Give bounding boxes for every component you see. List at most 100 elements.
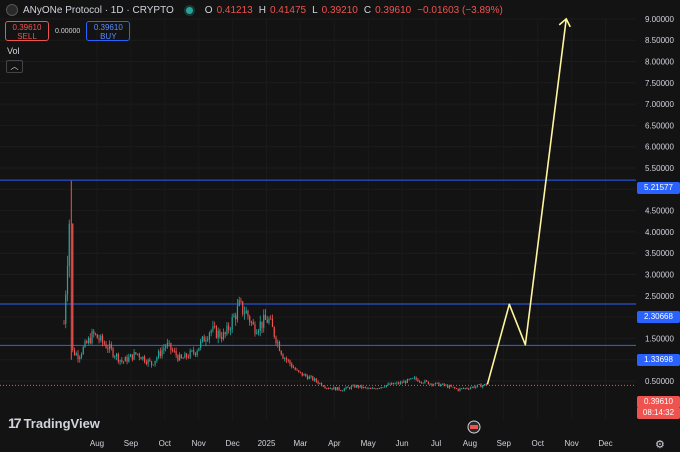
time-tick-label: Jun — [396, 439, 409, 448]
price-tick-label: 9.00000 — [645, 15, 674, 24]
price-candle — [420, 381, 423, 383]
price-candle — [100, 335, 102, 341]
time-tick-label: Sep — [497, 439, 512, 448]
price-candle — [226, 325, 228, 335]
price-candle — [364, 386, 366, 388]
price-candle — [354, 385, 356, 388]
symbol-title[interactable]: ANyONe Protocol · 1D · CRYPTO — [23, 4, 174, 16]
price-candle — [114, 356, 116, 358]
price-candle — [315, 378, 317, 382]
price-candle — [198, 347, 200, 352]
price-tick-label: 8.00000 — [645, 58, 674, 67]
price-candle — [448, 385, 451, 388]
price-candle — [355, 385, 358, 388]
price-candle — [117, 353, 119, 362]
volume-label[interactable]: Vol — [7, 46, 20, 56]
price-candle — [410, 378, 412, 380]
price-candle — [110, 344, 112, 349]
time-tick-label: Apr — [328, 439, 341, 448]
price-candle — [75, 353, 77, 356]
tradingview-logo[interactable]: 17 TradingView — [8, 415, 100, 431]
price-candle — [217, 330, 219, 338]
price-candle — [135, 352, 137, 355]
price-candle — [380, 386, 382, 389]
price-candle — [219, 330, 221, 337]
price-candle — [426, 380, 428, 382]
price-candle — [108, 344, 111, 350]
price-candle — [79, 357, 81, 359]
price-tick-label: 8.50000 — [645, 36, 674, 45]
price-candle — [68, 223, 70, 267]
price-candle — [301, 372, 303, 376]
price-candle — [377, 388, 379, 390]
price-candle — [233, 315, 235, 318]
price-candle — [331, 388, 333, 390]
price-candle — [313, 378, 316, 381]
price-candle — [126, 357, 128, 362]
price-candle — [257, 330, 260, 333]
time-tick-label: May — [361, 439, 376, 448]
time-tick-label: Oct — [531, 439, 544, 448]
price-candle — [240, 300, 242, 302]
chevron-up-icon[interactable]: ︿ — [6, 60, 23, 73]
price-candle — [412, 378, 414, 379]
price-candle — [243, 313, 246, 315]
price-candle — [122, 361, 125, 363]
price-candle — [142, 356, 144, 360]
price-candle — [459, 388, 461, 391]
sell-button[interactable]: 0.39610 SELL — [5, 21, 49, 41]
price-candle — [98, 338, 100, 341]
price-candle — [115, 353, 118, 357]
price-candle — [429, 383, 431, 385]
price-candle — [287, 359, 289, 361]
price-candle — [152, 364, 154, 366]
price-candle — [151, 361, 153, 365]
buy-button[interactable]: 0.39610 BUY — [86, 21, 131, 41]
price-tick-label: 7.00000 — [645, 100, 674, 109]
market-status-icon — [185, 6, 193, 14]
price-candle — [242, 301, 244, 314]
price-candle — [263, 314, 265, 328]
price-candle — [336, 387, 338, 391]
price-candle — [373, 388, 375, 389]
price-candle — [163, 348, 165, 351]
price-candle — [119, 359, 121, 362]
price-candle — [189, 350, 191, 358]
price-candle — [464, 388, 466, 389]
gear-icon[interactable]: ⚙ — [655, 439, 665, 451]
price-candle — [270, 318, 272, 320]
price-tick-label: 6.50000 — [645, 121, 674, 130]
price-candle — [200, 340, 202, 348]
price-candle — [303, 374, 305, 376]
price-candle — [271, 318, 274, 327]
price-candle — [438, 382, 440, 387]
price-candle — [338, 387, 340, 391]
price-candle — [66, 266, 69, 295]
price-candle — [445, 385, 447, 386]
price-candle — [440, 384, 442, 387]
price-candle — [466, 388, 468, 389]
price-candle — [298, 370, 300, 372]
time-tick-label: Dec — [225, 439, 239, 448]
price-candle — [249, 316, 251, 323]
price-candle — [403, 381, 405, 383]
price-candle — [254, 324, 256, 334]
price-candle — [424, 380, 426, 383]
price-candle — [452, 386, 454, 388]
price-candle — [215, 326, 218, 338]
price-candle — [208, 332, 211, 340]
price-candle — [105, 344, 107, 349]
price-candle — [103, 342, 105, 345]
price-candle — [238, 300, 240, 306]
price-candle — [179, 354, 181, 361]
price-candle — [145, 361, 147, 364]
price-candle — [348, 387, 351, 389]
price-candle — [72, 223, 74, 351]
projection-path — [486, 17, 571, 385]
hline-price-label: 5.21577 — [637, 182, 680, 194]
price-candle — [264, 314, 267, 320]
price-candle — [229, 329, 232, 331]
price-candle — [441, 383, 444, 385]
price-candle — [406, 379, 408, 383]
